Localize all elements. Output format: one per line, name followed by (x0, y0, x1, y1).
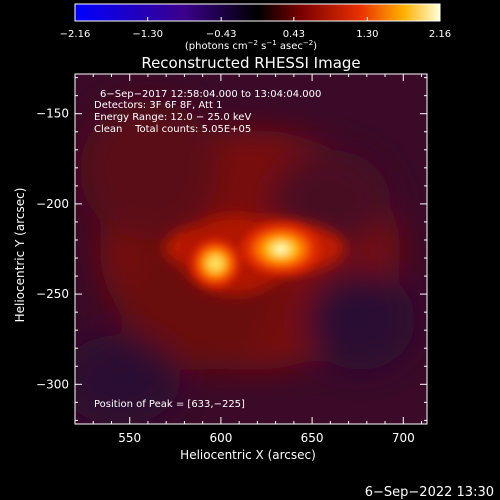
y-axis-label: Heliocentric Y (arcsec) (13, 188, 27, 323)
colorbar: −2.16 −1.30 −0.43 0.43 1.30 2.16 (photons cm−… (60, 3, 451, 52)
x-tick-label: 700 (392, 431, 415, 445)
info-block: 6−Sep−2017 12:58:04.000 to 13:04:04.000 … (94, 89, 321, 135)
y-tick-label: −300 (36, 377, 69, 391)
colorbar-gradient (74, 3, 441, 22)
colorbar-tick-label: 2.16 (429, 29, 451, 40)
info-detectors: Detectors: 3F 6F 8F, Att 1 (94, 100, 222, 111)
footer-date: 6−Sep−2022 13:30 (365, 485, 494, 500)
info-clean-counts: Clean Total counts: 5.05E+05 (94, 124, 251, 135)
y-tick-label: −200 (36, 197, 69, 211)
colorbar-ticks: −2.16 −1.30 −0.43 0.43 1.30 2.16 (60, 17, 451, 40)
colorbar-tick-label: −2.16 (60, 29, 91, 40)
colorbar-tick-label: −0.43 (206, 29, 237, 40)
hxr-sources (190, 223, 321, 288)
colorbar-unit-label: (photons cm−2 s−1 asec−2) (185, 39, 317, 52)
y-tick-label: −150 (36, 107, 69, 121)
colorbar-tick-label: 1.30 (356, 29, 378, 40)
x-tick-label: 650 (301, 431, 324, 445)
colorbar-tick-label: −1.30 (132, 29, 163, 40)
y-tick-label: −250 (36, 287, 69, 301)
y-axis: −150 −200 −250 −300 (36, 77, 427, 421)
colorbar-tick-label: 0.43 (283, 29, 305, 40)
x-axis: 550 600 650 700 (92, 74, 423, 445)
info-energy-range: Energy Range: 12.0 − 25.0 keV (94, 112, 251, 123)
x-tick-label: 600 (209, 431, 232, 445)
source-layer (208, 256, 223, 271)
plot-image (75, 74, 427, 424)
info-time-range: 6−Sep−2017 12:58:04.000 to 13:04:04.000 (100, 89, 321, 100)
source-layer (275, 245, 287, 253)
chart-title: Reconstructed RHESSI Image (141, 54, 360, 72)
x-tick-label: 550 (118, 431, 141, 445)
peak-position-label: Position of Peak = [633,−225] (94, 399, 245, 410)
plot-frame (74, 73, 428, 425)
x-axis-label: Heliocentric X (arcsec) (180, 448, 316, 462)
